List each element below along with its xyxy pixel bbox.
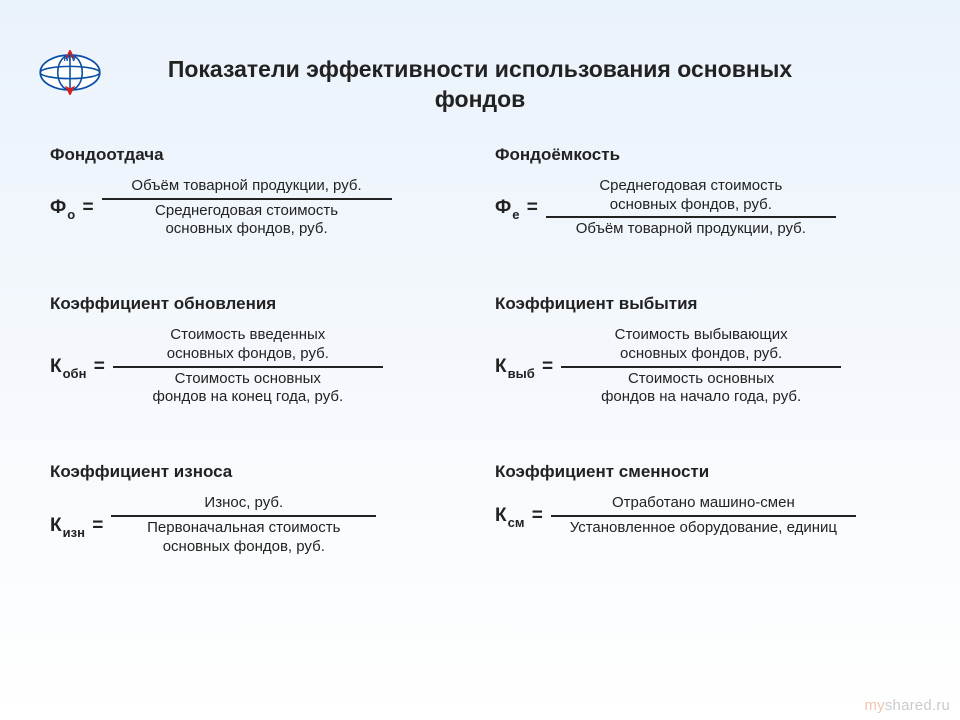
formula: К обн = Стоимость введенных основных фон…: [50, 326, 465, 407]
formula: Ф о = Объём товарной продукции, руб. Сре…: [50, 177, 465, 239]
watermark-part2: shared.ru: [885, 697, 950, 714]
denominator: Стоимость основных фондов на начало года…: [597, 368, 805, 408]
denominator: Стоимость основных фондов на конец года,…: [148, 368, 347, 408]
fraction: Стоимость выбывающих основных фондов, ру…: [561, 326, 841, 407]
section-title: Коэффициент обновления: [50, 294, 465, 314]
equals-sign: =: [87, 516, 103, 535]
numerator: Объём товарной продукции, руб.: [127, 177, 365, 198]
formula-symbol: К изн =: [50, 516, 103, 535]
numerator: Износ, руб.: [200, 494, 287, 515]
equals-sign: =: [521, 198, 537, 217]
section-title: Фондоёмкость: [495, 145, 910, 165]
numerator: Среднегодовая стоимость основных фондов,…: [595, 177, 786, 217]
watermark: myshared.ru: [864, 697, 950, 714]
fraction: Среднегодовая стоимость основных фондов,…: [546, 177, 836, 239]
denominator: Объём товарной продукции, руб.: [572, 218, 810, 239]
watermark-part1: my: [864, 697, 884, 714]
equals-sign: =: [526, 506, 542, 525]
block-koef-vybyt: Коэффициент выбытия К выб = Стоимость вы…: [495, 294, 910, 407]
numerator: Стоимость введенных основных фондов, руб…: [163, 326, 333, 366]
block-koef-obnovl: Коэффициент обновления К обн = Стоимость…: [50, 294, 465, 407]
formula: К выб = Стоимость выбывающих основных фо…: [495, 326, 910, 407]
slide-title: Показатели эффективности использования о…: [40, 55, 920, 115]
denominator: Установленное оборудование, единиц: [566, 517, 841, 538]
formula: К см = Отработано машино-смен Установлен…: [495, 494, 910, 538]
section-title: Коэффициент износа: [50, 462, 465, 482]
block-fondoemkost: Фондоёмкость Ф е = Среднегодовая стоимос…: [495, 145, 910, 239]
denominator: Первоначальная стоимость основных фондов…: [143, 517, 344, 557]
formula-symbol: К выб =: [495, 357, 553, 376]
equals-sign: =: [537, 357, 553, 376]
block-koef-iznosa: Коэффициент износа К изн = Износ, руб. П…: [50, 462, 465, 556]
formula-grid: Фондоотдача Ф о = Объём товарной продукц…: [40, 145, 920, 557]
formula-symbol: Ф о =: [50, 198, 94, 217]
numerator: Стоимость выбывающих основных фондов, ру…: [611, 326, 792, 366]
block-koef-smennosti: Коэффициент сменности К см = Отработано …: [495, 462, 910, 556]
section-title: Коэффициент выбытия: [495, 294, 910, 314]
section-title: Коэффициент сменности: [495, 462, 910, 482]
section-title: Фондоотдача: [50, 145, 465, 165]
denominator: Среднегодовая стоимость основных фондов,…: [151, 200, 342, 240]
fraction: Объём товарной продукции, руб. Среднегод…: [102, 177, 392, 239]
equals-sign: =: [77, 198, 93, 217]
formula-symbol: К обн =: [50, 357, 105, 376]
equals-sign: =: [88, 357, 104, 376]
fraction: Износ, руб. Первоначальная стоимость осн…: [111, 494, 376, 556]
title-line-2: фондов: [435, 86, 526, 112]
formula-symbol: Ф е =: [495, 198, 538, 217]
formula-symbol: К см =: [495, 506, 543, 525]
fraction: Стоимость введенных основных фондов, руб…: [113, 326, 383, 407]
block-fondootdacha: Фондоотдача Ф о = Объём товарной продукц…: [50, 145, 465, 239]
fraction: Отработано машино-смен Установленное обо…: [551, 494, 856, 538]
formula: Ф е = Среднегодовая стоимость основных ф…: [495, 177, 910, 239]
title-line-1: Показатели эффективности использования о…: [168, 56, 792, 82]
formula: К изн = Износ, руб. Первоначальная стоим…: [50, 494, 465, 556]
numerator: Отработано машино-смен: [608, 494, 799, 515]
